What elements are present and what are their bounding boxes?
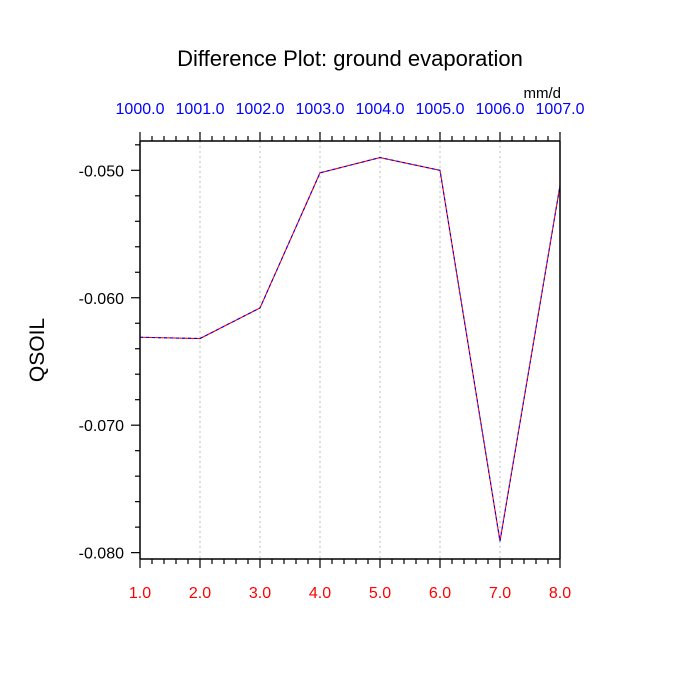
x-tick-label-top: 1006.0 bbox=[476, 101, 525, 118]
x-tick-label-bottom: 6.0 bbox=[429, 585, 451, 602]
units-label: mm/d bbox=[524, 85, 562, 102]
series-lines bbox=[139, 157, 561, 542]
x-tick-label-top: 1003.0 bbox=[296, 101, 345, 118]
x-tick-label-top: 1007.0 bbox=[536, 101, 585, 118]
x-tick-label-bottom: 5.0 bbox=[369, 585, 391, 602]
y-axis-label: QSOIL bbox=[26, 318, 49, 382]
x-tick-label-bottom: 1.0 bbox=[129, 585, 151, 602]
grid-lines bbox=[199, 141, 501, 559]
series-line-red bbox=[139, 157, 561, 542]
x-tick-label-bottom: 7.0 bbox=[489, 585, 511, 602]
y-tick-label: -0.050 bbox=[79, 163, 124, 180]
y-tick-label: -0.060 bbox=[79, 291, 124, 308]
x-tick-label-bottom: 4.0 bbox=[309, 585, 331, 602]
x-tick-label-bottom: 2.0 bbox=[189, 585, 211, 602]
y-tick-label: -0.080 bbox=[79, 546, 124, 563]
x-tick-label-bottom: 8.0 bbox=[549, 585, 571, 602]
x-tick-label-top: 1001.0 bbox=[176, 101, 225, 118]
tick-labels: 1.0 2.0 3.0 4.0 5.0 6.0 7.0 8.0 1000.0 1001.0 1002… bbox=[79, 101, 585, 602]
y-tick-label: -0.070 bbox=[79, 418, 124, 435]
axes bbox=[139, 140, 561, 560]
tick-marks bbox=[131, 132, 561, 568]
x-tick-label-top: 1000.0 bbox=[116, 101, 165, 118]
x-tick-label-top: 1005.0 bbox=[416, 101, 465, 118]
x-tick-label-top: 1002.0 bbox=[236, 101, 285, 118]
x-tick-label-bottom: 3.0 bbox=[249, 585, 271, 602]
x-tick-label-top: 1004.0 bbox=[356, 101, 405, 118]
chart-title: Difference Plot: ground evaporation bbox=[177, 46, 523, 71]
series-line-blue bbox=[139, 157, 561, 542]
